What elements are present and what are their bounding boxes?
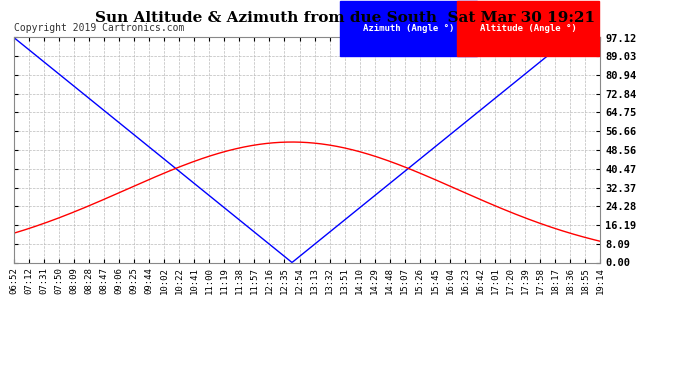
Text: Copyright 2019 Cartronics.com: Copyright 2019 Cartronics.com [14,23,184,33]
Text: Azimuth (Angle °): Azimuth (Angle °) [363,24,454,33]
Text: Sun Altitude & Azimuth from due South  Sat Mar 30 19:21: Sun Altitude & Azimuth from due South Sa… [95,11,595,25]
Text: Altitude (Angle °): Altitude (Angle °) [480,24,577,33]
